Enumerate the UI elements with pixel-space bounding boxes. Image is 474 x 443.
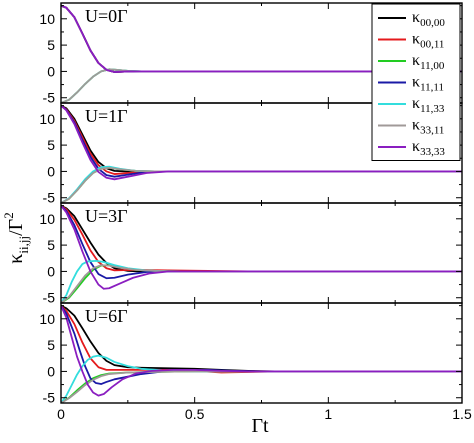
legend-entry-33-11: κ33,11 bbox=[378, 117, 444, 137]
series-line-33-11 bbox=[61, 166, 462, 203]
series-line-33-33 bbox=[61, 4, 462, 73]
y-tick-label: 10 bbox=[39, 111, 55, 127]
y-tick-label: 5 bbox=[47, 137, 55, 153]
x-axis-label: Γt bbox=[251, 415, 269, 437]
y-axis-label-superscript: 2 bbox=[1, 212, 16, 219]
legend-entry-11-00: κ11,00 bbox=[378, 52, 445, 72]
panel-label: U=6Γ bbox=[85, 306, 128, 326]
panel-4-series bbox=[61, 304, 462, 403]
panel-3-series bbox=[61, 204, 462, 303]
legend: κ00,00κ00,11κ11,00κ11,11κ11,33κ33,11κ33,… bbox=[371, 3, 461, 161]
legend-label: κ11,33 bbox=[412, 95, 445, 115]
series-line-33-33 bbox=[61, 205, 462, 290]
y-axis-label-symbol: κ bbox=[5, 254, 27, 264]
series-line-00-00 bbox=[61, 204, 462, 273]
panel-2: -5 0 5 10 U=1Γ bbox=[39, 102, 463, 206]
panel-1-series bbox=[61, 4, 462, 103]
legend-entry-11-33: κ11,33 bbox=[378, 95, 445, 115]
series-line-11-11 bbox=[61, 204, 462, 280]
series-line-33-33 bbox=[61, 305, 462, 397]
y-tick-label: 0 bbox=[47, 163, 55, 179]
y-tick-label: 5 bbox=[47, 337, 55, 353]
y-tick-label: -5 bbox=[43, 190, 56, 206]
legend-entry-00-11: κ00,11 bbox=[378, 31, 444, 51]
series-line-33-11 bbox=[61, 370, 462, 403]
y-tick-label: 5 bbox=[47, 37, 55, 53]
y-tick-label: 0 bbox=[47, 363, 55, 379]
panel-label: U=0Γ bbox=[85, 6, 128, 26]
legend-label: κ00,00 bbox=[412, 9, 445, 29]
series-line-11-00 bbox=[61, 370, 462, 403]
legend-entry-11-11: κ11,11 bbox=[378, 74, 444, 94]
panel-2-series bbox=[61, 104, 462, 203]
y-tick-label: -5 bbox=[43, 390, 56, 406]
panel-3: -5 0 5 10 U=3Γ bbox=[39, 202, 463, 306]
legend-label: κ33,33 bbox=[412, 138, 445, 158]
panel-label: U=1Γ bbox=[85, 106, 128, 126]
y-tick-label: 10 bbox=[39, 211, 55, 227]
x-tick-label: 1 bbox=[324, 406, 332, 422]
panel-1: -5 0 5 10 U=0Γ bbox=[39, 2, 463, 106]
x-tick-labels: 0 0.5 1 1.5 bbox=[57, 406, 472, 422]
y-tick-label: 5 bbox=[47, 237, 55, 253]
y-tick-label: -5 bbox=[43, 90, 56, 106]
y-tick-label: 0 bbox=[47, 63, 55, 79]
y-axis-label: κii,jj/Γ2 bbox=[1, 212, 31, 263]
series-line-33-33 bbox=[61, 104, 462, 181]
y-tick-label: -5 bbox=[43, 290, 56, 306]
panel-4: -5 0 5 10 U=6Γ bbox=[39, 302, 463, 406]
y-axis-label-tail: /Γ bbox=[5, 219, 27, 236]
x-tick-label: 0 bbox=[57, 406, 65, 422]
panel-label: U=3Γ bbox=[85, 206, 128, 226]
y-tick-label: 10 bbox=[39, 311, 55, 327]
y-tick-label: 0 bbox=[47, 263, 55, 279]
panels-layer: -5 0 5 10 U=0Γ -5 0 5 10 U=1Γ -5 0 5 10 U=3Γ -5 0 5 10 U=6Γ bbox=[39, 2, 463, 406]
x-tick-label: 1.5 bbox=[452, 406, 472, 422]
series-line-33-11 bbox=[61, 264, 462, 303]
legend-entry-33-33: κ33,33 bbox=[378, 138, 445, 158]
legend-label: κ00,11 bbox=[412, 31, 444, 51]
y-axis-label-subscript: ii,jj bbox=[16, 236, 31, 254]
legend-label: κ11,00 bbox=[412, 52, 445, 72]
legend-entry-00-00: κ00,00 bbox=[378, 9, 445, 29]
y-tick-label: 10 bbox=[39, 11, 55, 27]
x-tick-label: 0.5 bbox=[185, 406, 205, 422]
svg-text:κii,jj/Γ2: κii,jj/Γ2 bbox=[1, 212, 31, 263]
legend-label: κ11,11 bbox=[412, 74, 444, 94]
legend-label: κ33,11 bbox=[412, 117, 444, 137]
